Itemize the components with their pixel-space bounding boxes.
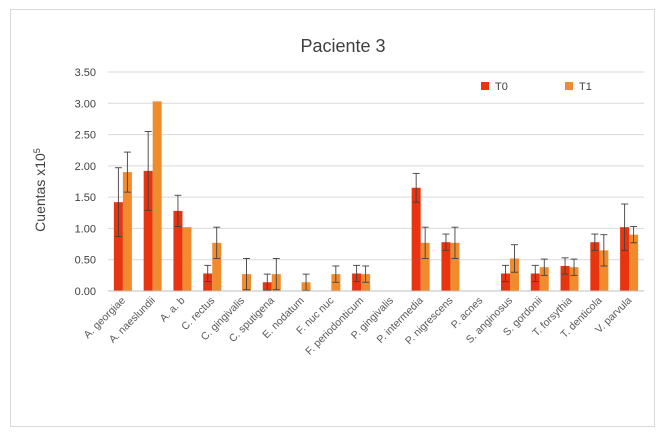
- legend-label-t1: T1: [579, 81, 592, 93]
- y-tick-label: 0.00: [75, 286, 96, 298]
- bar-t0: [113, 202, 123, 291]
- y-tick-label: 1.00: [75, 223, 96, 235]
- bar-t1: [450, 242, 460, 291]
- y-tick-label: 1.50: [75, 192, 96, 204]
- bar-t0: [203, 273, 213, 291]
- bar-t1: [182, 227, 192, 291]
- bar-t1: [569, 267, 579, 291]
- chart-title: Paciente 3: [300, 36, 385, 56]
- y-axis-ticks: 0.00 0.50 1.00 1.50 2.00 2.50 3.00 3.50: [75, 67, 96, 298]
- bar-t1: [152, 101, 162, 291]
- bar-t0: [173, 210, 183, 291]
- bar-t1: [510, 258, 519, 291]
- chart-frame: Paciente 3 0.00 0.50 1.00 1.50 2.00 2.50 3.00 3…: [10, 9, 655, 427]
- bar-t1: [539, 267, 549, 291]
- bar-t1: [212, 242, 222, 291]
- y-axis-label-text: Cuentas x10: [32, 153, 48, 232]
- y-tick-label: 2.00: [75, 161, 96, 173]
- y-axis-label-superscript: 5: [32, 148, 42, 153]
- bar-t0: [143, 170, 153, 291]
- legend-swatch-t1: [565, 82, 573, 90]
- y-tick-label: 2.50: [75, 130, 96, 142]
- bar-t0: [411, 187, 421, 291]
- bar-t1: [599, 250, 609, 291]
- bar-t0: [620, 227, 630, 291]
- gridlines: [108, 71, 644, 261]
- y-tick-label: 3.00: [75, 98, 96, 110]
- legend: T0 T1: [481, 81, 592, 93]
- bar-t0: [560, 265, 570, 291]
- y-tick-label: 0.50: [75, 255, 96, 267]
- bar-t0: [352, 273, 362, 291]
- legend-swatch-t0: [481, 82, 489, 90]
- bar-t0: [501, 273, 510, 291]
- bar-t1: [420, 242, 430, 291]
- bar-t1: [629, 234, 639, 291]
- bar-t0: [441, 242, 451, 291]
- y-tick-label: 3.50: [75, 67, 96, 79]
- bar-t0: [590, 242, 600, 291]
- bar-t0: [530, 273, 540, 291]
- error-bars: [114, 130, 638, 291]
- bar-chart: Paciente 3 0.00 0.50 1.00 1.50 2.00 2.50 3.00 3…: [32, 36, 644, 358]
- y-axis-label: Cuentas x105: [32, 148, 48, 232]
- bar-t1: [122, 172, 132, 291]
- legend-label-t0: T0: [495, 81, 508, 93]
- bars: [113, 101, 639, 291]
